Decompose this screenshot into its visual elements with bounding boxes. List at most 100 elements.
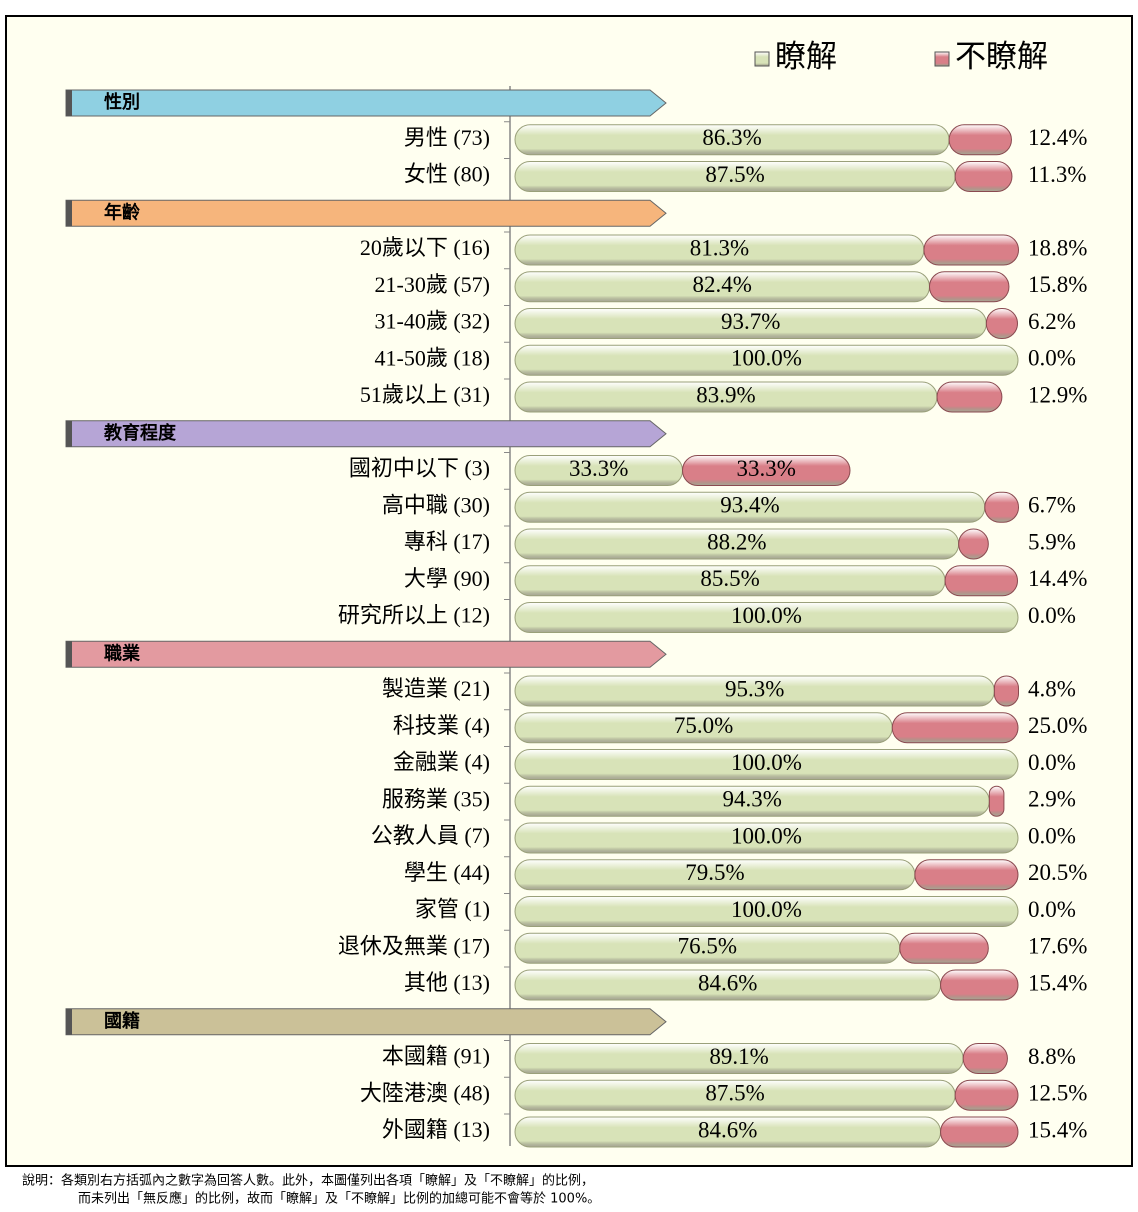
category-label: 學生 (44) xyxy=(404,860,490,885)
category-label: 外國籍 (13) xyxy=(382,1117,490,1142)
value-label: 11.3% xyxy=(1028,162,1087,187)
value-label: 95.3% xyxy=(725,676,784,701)
value-label: 93.4% xyxy=(720,493,779,518)
bar-segment xyxy=(940,1116,1019,1148)
value-label: 100.0% xyxy=(731,823,802,848)
value-label: 15.8% xyxy=(1028,272,1087,297)
value-label: 100.0% xyxy=(731,346,802,371)
value-label: 0.0% xyxy=(1028,346,1076,371)
bar-segment xyxy=(923,234,1020,266)
value-label: 15.4% xyxy=(1028,1117,1087,1142)
value-label: 17.6% xyxy=(1028,934,1087,959)
bar-segment xyxy=(514,602,1019,633)
category-label: 21-30歲 (57) xyxy=(375,272,490,297)
value-label: 94.3% xyxy=(722,787,781,812)
value-label: 75.0% xyxy=(674,713,733,738)
group-header xyxy=(65,89,667,117)
category-label: 高中職 (30) xyxy=(382,492,490,517)
group-label: 國籍 xyxy=(104,1010,140,1032)
value-label: 0.0% xyxy=(1028,750,1076,775)
category-label: 國初中以下 (3) xyxy=(349,456,490,481)
category-label: 服務業 (35) xyxy=(382,786,490,811)
value-label: 76.5% xyxy=(678,934,737,959)
value-label: 4.8% xyxy=(1028,676,1076,701)
bar-segment xyxy=(984,491,1020,523)
bar-segment xyxy=(514,749,1019,780)
value-label: 14.4% xyxy=(1028,566,1087,591)
group-header-edge xyxy=(66,90,72,116)
bar-segment xyxy=(958,528,989,560)
legend-label: 瞭解 xyxy=(775,39,837,74)
value-label: 82.4% xyxy=(693,272,752,297)
value-label: 18.8% xyxy=(1028,235,1087,260)
bar-segment xyxy=(928,271,1010,303)
value-label: 84.6% xyxy=(698,1117,757,1142)
category-label: 本國籍 (91) xyxy=(382,1044,490,1069)
group-label: 性別 xyxy=(104,91,140,113)
category-label: 退休及無業 (17) xyxy=(338,933,490,958)
category-label: 女性 (80) xyxy=(404,162,490,187)
category-label: 大陸港澳 (48) xyxy=(360,1080,490,1105)
bar-segment xyxy=(936,381,1003,413)
value-label: 6.2% xyxy=(1028,309,1076,334)
category-label: 51歲以上 (31) xyxy=(360,382,490,407)
bar-segment xyxy=(993,675,1020,707)
category-label: 製造業 (21) xyxy=(382,676,490,701)
footnote: 說明：各類別右方括弧內之數字為回答人數。此外，本圖僅列出各項「瞭解」及「不瞭解」… xyxy=(22,1173,594,1189)
value-label: 88.2% xyxy=(707,529,766,554)
category-label: 公教人員 (7) xyxy=(371,823,490,848)
group-header xyxy=(65,640,667,668)
bar-segment xyxy=(954,1079,1019,1111)
category-label: 31-40歲 (32) xyxy=(375,309,490,334)
value-label: 83.9% xyxy=(696,382,755,407)
bar-segment xyxy=(985,308,1018,339)
category-label: 其他 (13) xyxy=(404,970,490,995)
value-label: 0.0% xyxy=(1028,897,1076,922)
category-label: 家管 (1) xyxy=(415,897,490,922)
category-label: 專科 (17) xyxy=(404,529,490,554)
value-label: 6.7% xyxy=(1028,493,1076,518)
category-label: 41-50歲 (18) xyxy=(375,345,490,370)
bar-segment xyxy=(944,565,1018,597)
bar-segment xyxy=(514,822,1019,854)
value-label: 20.5% xyxy=(1028,860,1087,885)
value-label: 5.9% xyxy=(1028,529,1076,554)
bar-segment xyxy=(514,344,1019,376)
value-label: 25.0% xyxy=(1028,713,1087,738)
value-label: 93.7% xyxy=(721,309,780,334)
value-label: 84.6% xyxy=(698,970,757,995)
value-label: 100.0% xyxy=(731,897,802,922)
group-header xyxy=(65,1008,667,1036)
value-label: 8.8% xyxy=(1028,1044,1076,1069)
value-label: 0.0% xyxy=(1028,823,1076,848)
value-label: 89.1% xyxy=(709,1044,768,1069)
category-label: 金融業 (4) xyxy=(393,750,490,775)
bar-segment xyxy=(899,932,989,964)
group-label: 教育程度 xyxy=(104,422,177,444)
value-label: 33.3% xyxy=(737,456,796,481)
bar-segment xyxy=(962,1043,1008,1074)
group-header xyxy=(65,199,667,227)
value-label: 15.4% xyxy=(1028,970,1087,995)
value-label: 86.3% xyxy=(702,125,761,150)
group-label: 職業 xyxy=(104,642,141,664)
bar-segment xyxy=(914,859,1019,891)
value-label: 33.3% xyxy=(569,456,628,481)
legend-swatch xyxy=(754,51,770,67)
group-header-edge xyxy=(66,641,72,668)
value-label: 12.4% xyxy=(1028,125,1087,150)
value-label: 2.9% xyxy=(1028,787,1076,812)
bar-segment xyxy=(988,785,1005,817)
value-label: 100.0% xyxy=(731,750,802,775)
group-header-edge xyxy=(66,420,72,447)
value-label: 87.5% xyxy=(705,1081,764,1106)
group-header-edge xyxy=(66,1008,72,1035)
value-label: 12.5% xyxy=(1028,1081,1087,1106)
category-label: 20歲以下 (16) xyxy=(360,235,490,260)
group-header-edge xyxy=(66,200,72,227)
value-label: 79.5% xyxy=(685,860,744,885)
category-label: 大學 (90) xyxy=(404,566,490,591)
legend-swatch xyxy=(934,51,950,67)
category-label: 研究所以上 (12) xyxy=(338,603,490,628)
